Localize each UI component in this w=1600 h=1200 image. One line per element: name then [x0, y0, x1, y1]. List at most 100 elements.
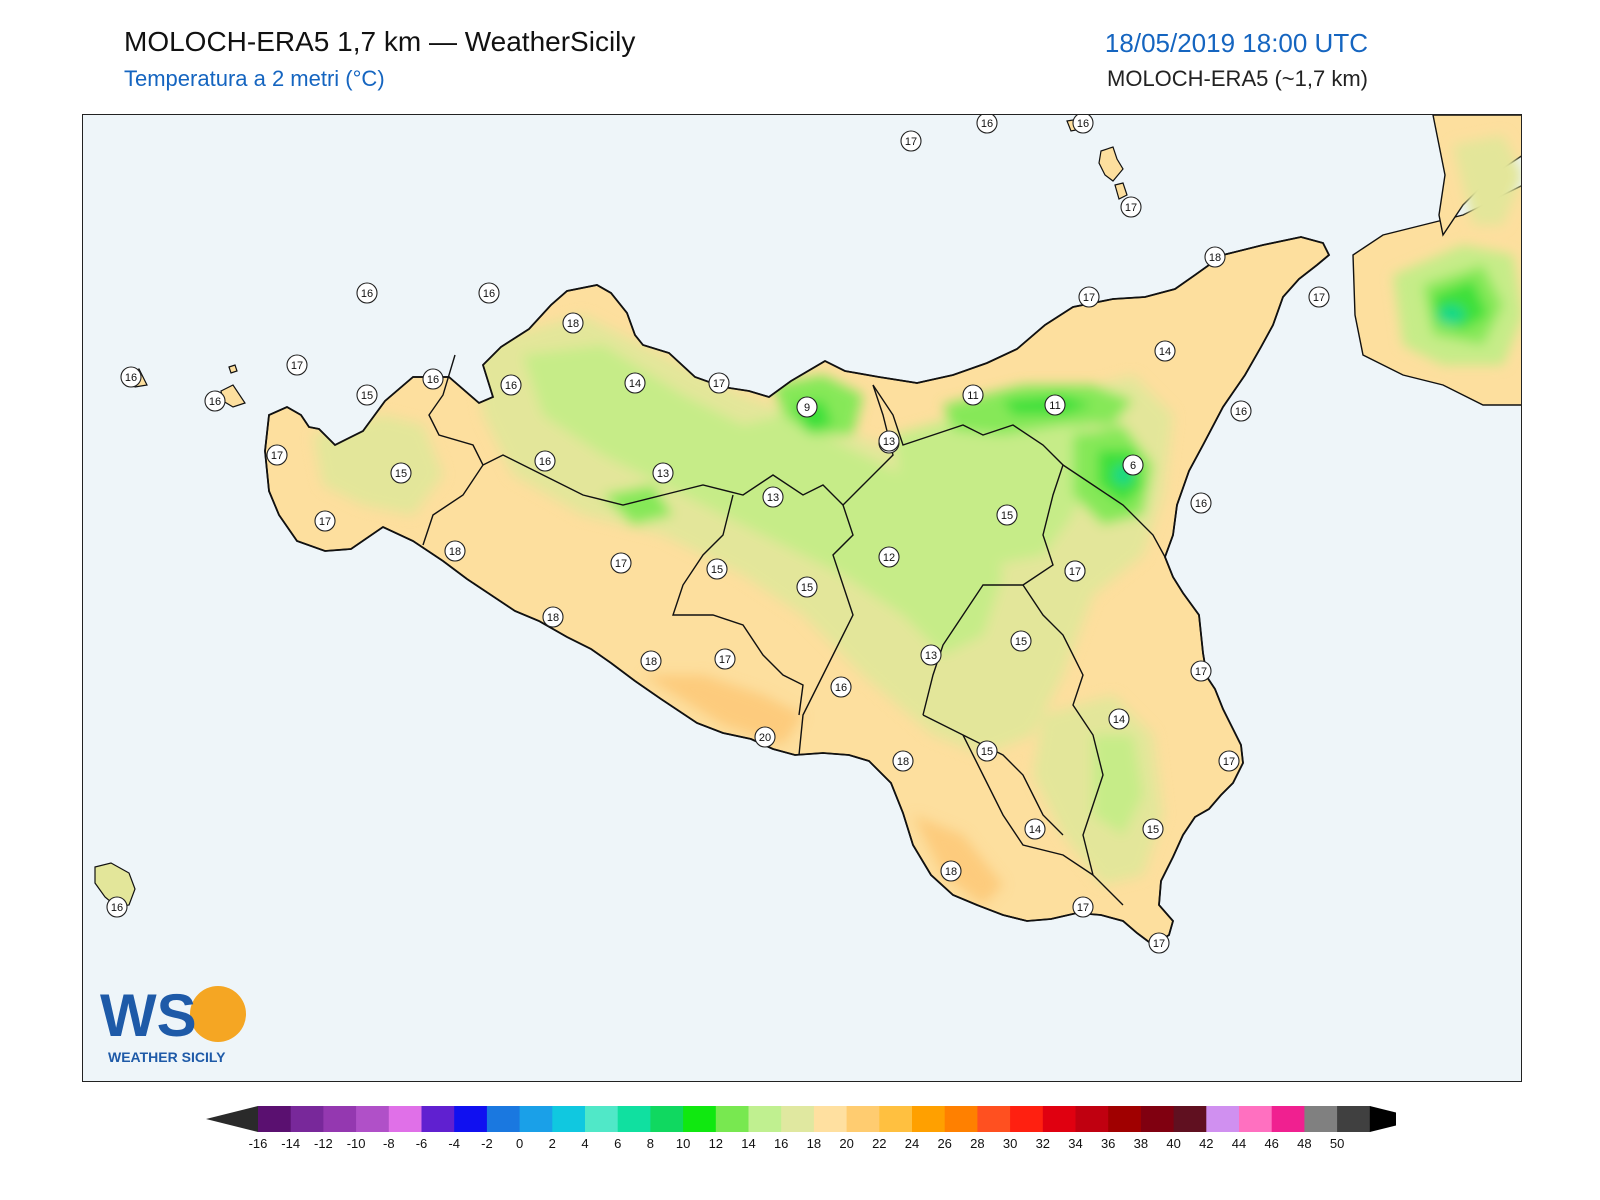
station-marker: 15 — [390, 462, 412, 484]
colorbar-swatch — [552, 1106, 586, 1132]
station-marker: 14 — [1024, 818, 1046, 840]
station-temp-label: 17 — [291, 360, 303, 372]
station-temp-label: 16 — [483, 288, 495, 300]
colorbar-tick-label: -12 — [313, 1136, 333, 1151]
colorbar-swatch — [1304, 1106, 1338, 1132]
colorbar-tick-label: -4 — [448, 1136, 460, 1151]
station-circle — [1010, 630, 1032, 652]
station-marker: 6 — [1122, 454, 1144, 476]
station-temp-label: 11 — [1049, 400, 1060, 412]
station-circle — [1218, 750, 1240, 772]
station-temp-label: 15 — [1015, 636, 1027, 648]
colorbar-tick-label: 10 — [675, 1136, 691, 1151]
station-temp-label: 17 — [713, 378, 725, 390]
colorbar-swatch — [454, 1106, 488, 1132]
colorbar-tick-label: -14 — [281, 1136, 301, 1151]
station-circle — [286, 354, 308, 376]
station-temp-label: 20 — [759, 732, 771, 744]
station-marker: 17 — [1148, 932, 1170, 954]
station-marker: 17 — [1078, 286, 1100, 308]
colorbar-tick-label: 46 — [1264, 1136, 1279, 1151]
colorbar-tick-label: 12 — [708, 1136, 724, 1151]
logo-letters: WS — [100, 982, 197, 1049]
station-marker: 16 — [356, 282, 378, 304]
station-circle — [1044, 394, 1066, 416]
station-temp-label: 17 — [1313, 292, 1325, 304]
station-circle — [1308, 286, 1330, 308]
station-temp-label: 9 — [804, 402, 810, 414]
station-marker: 17 — [610, 552, 632, 574]
station-circle — [1142, 818, 1164, 840]
colorbar-tick-label: 6 — [614, 1136, 622, 1151]
station-circle — [708, 372, 730, 394]
station-marker: 17 — [1064, 560, 1086, 582]
station-temp-label: 17 — [271, 450, 283, 462]
colorbar-tick-label: 34 — [1068, 1136, 1083, 1151]
station-temp-label: 18 — [449, 546, 461, 558]
station-marker: 11 — [1044, 394, 1066, 416]
station-marker: 17 — [314, 510, 336, 532]
station-marker: 16 — [534, 450, 556, 472]
colorbar-swatches — [206, 1106, 1396, 1132]
station-marker: 17 — [708, 372, 730, 394]
station-temp-label: 17 — [1083, 292, 1095, 304]
temperature-map: 17 16 16 17 16 16 16 16 18 17 15 16 16 14 17 9 13 17 15 16 1… — [94, 115, 1521, 954]
station-marker: 20 — [754, 726, 776, 748]
station-circle — [314, 510, 336, 532]
station-circle — [1154, 340, 1176, 362]
station-temp-label: 18 — [547, 612, 559, 624]
station-circle — [996, 504, 1018, 526]
valid-datetime: 18/05/2019 18:00 UTC — [1104, 28, 1368, 58]
station-temp-label: 15 — [801, 582, 813, 594]
calabria-land — [1352, 115, 1521, 406]
station-marker: 16 — [1072, 115, 1094, 134]
temperature-colorbar — [206, 1106, 1396, 1132]
station-marker: 14 — [1108, 708, 1130, 730]
station-circle — [962, 384, 984, 406]
colorbar-tick-label: 8 — [646, 1136, 655, 1151]
station-circle — [534, 450, 556, 472]
colorbar-tick-label: 30 — [1002, 1136, 1018, 1151]
colorbar-swatch — [781, 1106, 815, 1132]
station-circle — [878, 430, 900, 452]
station-circle — [356, 282, 378, 304]
colorbar-max-arrow — [1369, 1106, 1396, 1132]
colorbar-swatch — [977, 1106, 1011, 1132]
colorbar-min-arrow — [206, 1106, 258, 1132]
station-temp-label: 12 — [883, 552, 895, 564]
station-marker: 13 — [920, 644, 942, 666]
station-circle — [652, 462, 674, 484]
colorbar-swatch — [912, 1106, 946, 1132]
station-marker: 9 — [796, 396, 818, 418]
colorbar-swatch — [1206, 1106, 1240, 1132]
station-marker: 15 — [356, 384, 378, 406]
station-marker: 17 — [900, 130, 922, 152]
station-marker: 18 — [640, 650, 662, 672]
station-temp-label: 18 — [1209, 252, 1221, 264]
egadi-islands — [124, 364, 246, 408]
colorbar-tick-label: 50 — [1329, 1136, 1345, 1151]
station-circle — [610, 552, 632, 574]
station-marker: 16 — [830, 676, 852, 698]
map-panel[interactable]: 17 16 16 17 16 16 16 16 18 17 15 16 16 14 17 9 13 17 15 16 1… — [82, 114, 1522, 1082]
colorbar-tick-label: -16 — [248, 1136, 268, 1151]
station-marker: 17 — [1072, 896, 1094, 918]
station-temp-label: 16 — [1077, 118, 1089, 130]
colorbar-tick-label: 44 — [1231, 1136, 1247, 1151]
weathersicily-logo: WS WEATHER SICILY — [96, 980, 256, 1070]
colorbar-swatch — [388, 1106, 422, 1132]
station-temp-label: 17 — [1125, 202, 1137, 214]
station-marker: 16 — [1230, 400, 1252, 422]
station-circle — [106, 896, 128, 918]
station-temp-label: 16 — [361, 288, 373, 300]
colorbar-tick-label: 26 — [937, 1136, 952, 1151]
station-temp-label: 11 — [967, 390, 978, 402]
colorbar-swatch — [617, 1106, 651, 1132]
colorbar-tick-label: 36 — [1100, 1136, 1116, 1151]
station-marker: 13 — [878, 430, 900, 452]
station-circle — [1072, 896, 1094, 918]
station-circle — [1072, 115, 1094, 134]
station-marker: 17 — [1218, 750, 1240, 772]
station-marker: 15 — [1142, 818, 1164, 840]
station-circle — [390, 462, 412, 484]
